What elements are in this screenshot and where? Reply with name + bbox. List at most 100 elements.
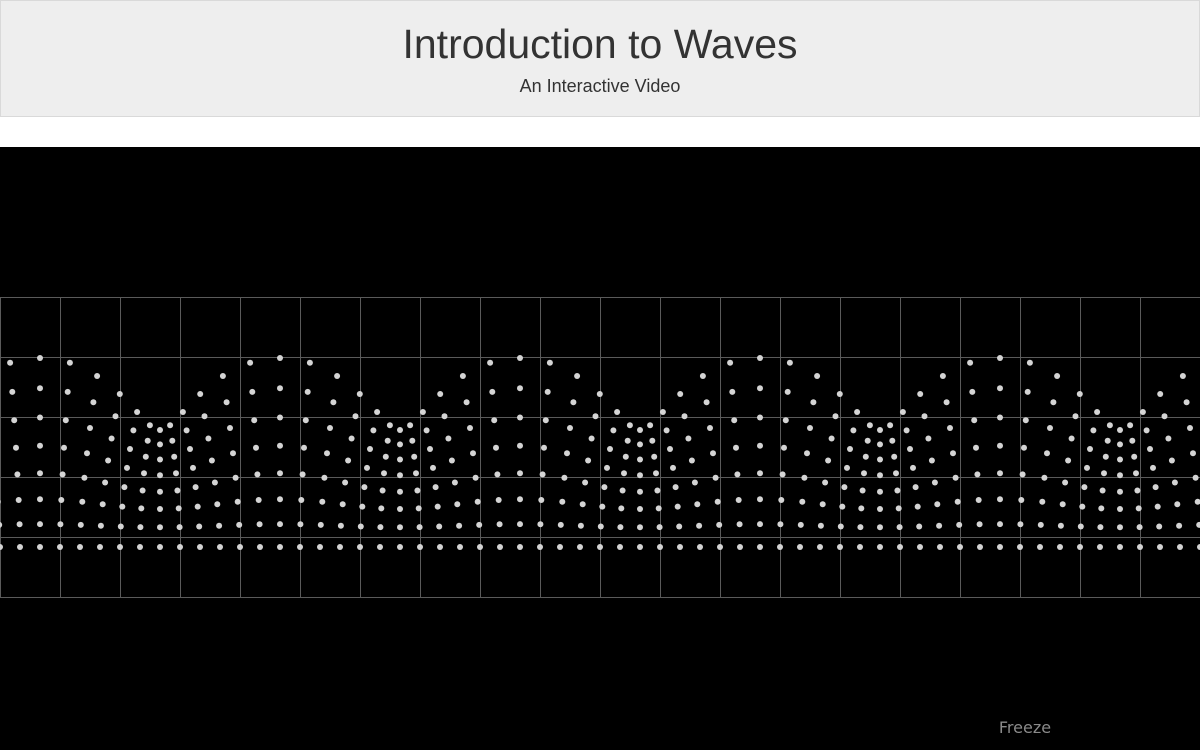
wave-particle [517, 470, 523, 477]
wave-particle [423, 427, 430, 434]
wave-particle [105, 457, 112, 464]
wave-particle [157, 544, 163, 550]
wave-particle [899, 409, 906, 415]
wave-particle [1090, 427, 1097, 434]
wave-particle [1196, 521, 1200, 528]
wave-particle [415, 505, 422, 512]
wave-particle [877, 427, 883, 433]
wave-particle [411, 453, 418, 460]
wave-particle [597, 544, 603, 550]
wave-particle [64, 388, 71, 395]
wave-particle [577, 522, 584, 529]
wave-particle [1135, 505, 1142, 512]
wave-particle [219, 373, 226, 379]
wave-particle [688, 457, 695, 464]
wave-particle [1099, 487, 1106, 494]
wave-particle [116, 391, 123, 397]
wave-particle [99, 501, 106, 508]
wave-particle [1150, 464, 1156, 471]
wave-particle [463, 399, 470, 406]
wave-particle [174, 487, 181, 494]
wave-particle [672, 484, 679, 491]
wave-particle [579, 501, 586, 508]
wave-particle [656, 524, 663, 531]
wave-particle [891, 453, 898, 460]
wave-particle [493, 444, 499, 451]
wave-particle [277, 544, 283, 550]
wave-particle [357, 544, 363, 550]
wave-particle [257, 544, 263, 550]
wave-particle [697, 544, 703, 550]
wave-particle [655, 505, 662, 512]
wave-particle [925, 435, 932, 442]
wave-particle [696, 522, 703, 529]
wave-particle [921, 413, 928, 420]
wave-particle [969, 388, 976, 395]
wave-particle [819, 501, 826, 508]
wave-particle [416, 524, 423, 531]
wave-particle [121, 484, 128, 491]
wave-particle [319, 498, 326, 505]
wave-particle [1117, 441, 1123, 448]
wave-particle [454, 501, 461, 508]
wave-particle [677, 391, 684, 397]
wave-particle [877, 472, 883, 479]
wave-particle [517, 385, 523, 392]
wave-particle [737, 544, 743, 550]
wave-particle [716, 521, 723, 528]
wave-particle [917, 544, 923, 550]
wave-particle [928, 457, 935, 464]
wave-particle [397, 456, 403, 463]
wave-particle [1129, 437, 1136, 444]
wave-particle [337, 522, 344, 529]
freeze-button[interactable]: Freeze [985, 715, 1065, 741]
wave-particle [84, 450, 90, 457]
wave-particle [381, 470, 387, 477]
wave-particle [947, 425, 953, 431]
wave-particle [967, 359, 974, 366]
wave-particle [585, 457, 592, 464]
wave-particle [997, 414, 1003, 421]
wave-particle [277, 385, 283, 392]
wave-particle [137, 524, 144, 531]
wave-particle [77, 544, 83, 550]
wave-particle [577, 544, 583, 550]
wave-particle [637, 427, 643, 433]
page-header: Introduction to Waves An Interactive Vid… [0, 0, 1200, 117]
wave-particle [542, 417, 549, 424]
wave-particle [205, 435, 212, 442]
wave-particle [1117, 506, 1123, 512]
wave-particle [561, 474, 568, 481]
wave-particle [607, 446, 613, 452]
wave-particle [707, 425, 713, 431]
wave-particle [973, 444, 979, 451]
wave-particle [277, 355, 283, 361]
wave-particle [895, 505, 902, 512]
wave-particle [950, 450, 956, 457]
wave-particle [817, 544, 823, 550]
wave-particle [1102, 453, 1109, 460]
wave-particle [1081, 484, 1088, 491]
wave-particle [1197, 544, 1200, 550]
wave-particle [729, 388, 736, 395]
wave-video-canvas[interactable]: Freeze [0, 147, 1200, 750]
wave-particle [654, 487, 661, 494]
wave-particle [37, 385, 43, 392]
wave-particle [1190, 450, 1196, 457]
wave-particle [663, 427, 670, 434]
wave-particle [847, 446, 853, 452]
wave-particle [1097, 524, 1104, 531]
wave-particle [1026, 359, 1033, 366]
wave-particle [216, 522, 223, 529]
wave-particle [997, 442, 1003, 449]
wave-particle [194, 503, 201, 510]
wave-particle [1084, 464, 1090, 471]
wave-particle [81, 474, 88, 481]
wave-particle [828, 435, 835, 442]
wave-particle [717, 544, 723, 550]
wave-particle [601, 484, 608, 491]
wave-particle [936, 522, 943, 529]
wave-particle [232, 474, 239, 481]
wave-particle [1059, 501, 1066, 508]
wave-particle [37, 544, 43, 550]
